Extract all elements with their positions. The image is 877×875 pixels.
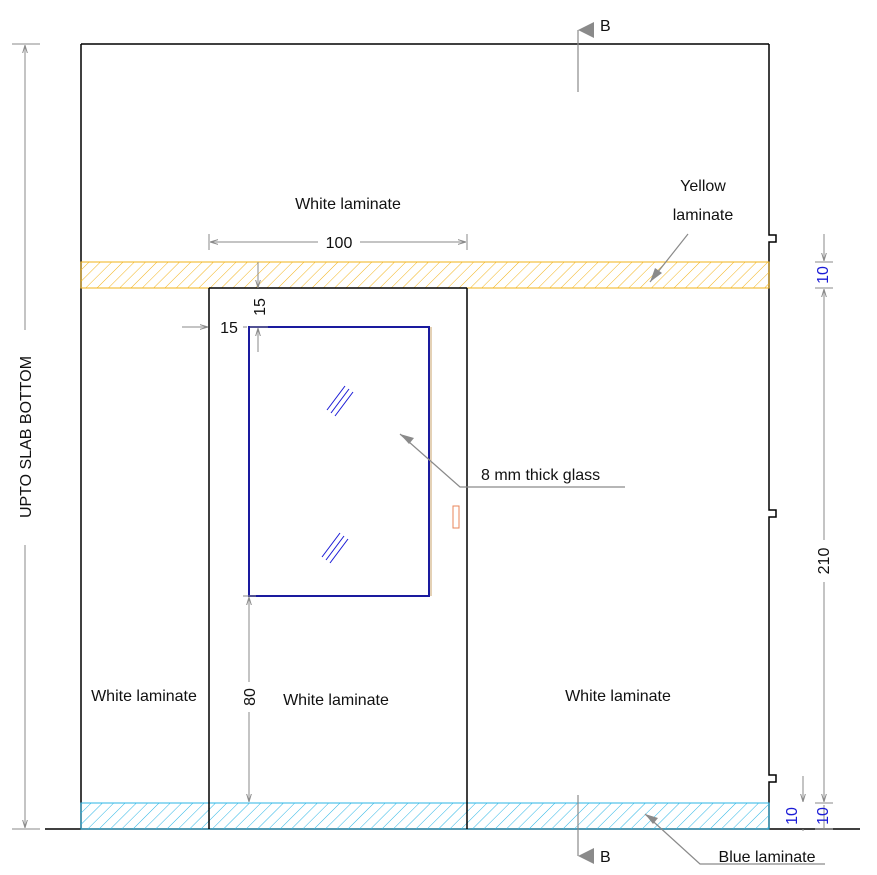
leader-glass [399,433,625,488]
label-yellow-laminate-1: Yellow [680,178,726,195]
label-white-laminate-door: White laminate [283,692,389,709]
glass-reflection-icon [321,385,354,564]
dim-glass-bottom-text: 80 [242,688,259,706]
label-yellow-laminate-2: laminate [673,207,734,224]
door-frame [208,287,468,829]
upto-slab-bottom-label: UPTO SLAB BOTTOM [18,356,35,518]
dim-blue-band-text-b: 10 [815,807,832,825]
dim-right-chain [803,234,833,831]
label-white-laminate-left: White laminate [91,688,197,705]
dim-glass-side-text: 15 [220,320,238,337]
dim-door-height-text: 210 [816,548,833,575]
label-white-laminate-top: White laminate [295,196,401,213]
dim-glass-side: 15 [182,320,247,337]
section-mark-bottom-letter: B [600,849,611,866]
dim-glass-bottom: 80 [242,595,259,801]
dim-glass-top: 15 [250,262,269,352]
section-mark-top: B [577,18,611,92]
label-blue-laminate: Blue laminate [719,849,816,866]
wall-outline [80,43,777,829]
dim-yellow-band-text: 10 [815,266,832,284]
leader-yellow-laminate [649,233,689,283]
section-mark-bottom: B [577,795,611,866]
dim-door-width: 100 [208,234,468,252]
yellow-laminate-band [80,261,770,289]
dim-overall-height: UPTO SLAB BOTTOM [12,43,40,830]
dim-blue-band-text-a: 10 [784,807,801,825]
label-glass-note: 8 mm thick glass [481,467,600,484]
label-white-laminate-right: White laminate [565,688,671,705]
blue-laminate-band [80,802,770,830]
section-mark-top-letter: B [600,18,611,35]
dim-door-width-text: 100 [326,235,353,252]
glass-panel [248,326,430,597]
door-handle-icon [452,505,460,529]
dim-glass-top-text: 15 [252,298,269,316]
leader-blue-laminate [644,813,825,865]
